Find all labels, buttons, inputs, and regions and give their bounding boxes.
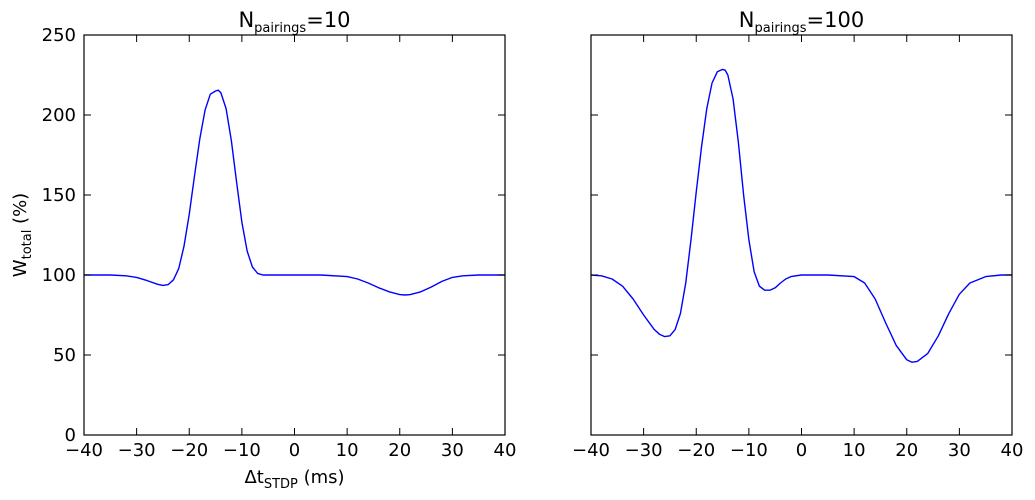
x-axis-label-main: Δt: [244, 467, 263, 488]
series-line-0: [84, 89, 505, 296]
x-tick-label: 40: [1001, 440, 1024, 461]
y-axis-label-subscript: total: [20, 230, 35, 260]
x-tick-label: −30: [625, 440, 663, 461]
axes-frame: [590, 34, 1013, 436]
y-axis-label: Wtotal (%): [10, 193, 35, 277]
x-tick-label: 10: [336, 440, 359, 461]
series-line-0: [591, 68, 1012, 363]
x-tick-label: 30: [948, 440, 971, 461]
axes-frame: [83, 34, 506, 436]
y-axis-label-suffix: (%): [10, 193, 31, 230]
x-tick-label: 0: [289, 440, 300, 461]
x-tick-label: −10: [223, 440, 261, 461]
x-axis-label: ΔtSTDP (ms): [244, 467, 344, 492]
x-tick-label: −20: [677, 440, 715, 461]
y-axis-label-main: W: [10, 259, 31, 277]
x-tick-label: −10: [730, 440, 768, 461]
x-tick-label: −40: [572, 440, 610, 461]
x-tick-label: 20: [895, 440, 918, 461]
x-tick-label: 0: [796, 440, 807, 461]
chart-title-subscript: pairings: [754, 21, 806, 36]
x-tick-label: 20: [388, 440, 411, 461]
y-tick-label: 250: [42, 25, 76, 46]
x-tick-label: −40: [65, 440, 103, 461]
chart-title-main: N: [238, 8, 254, 32]
chart-title-suffix: =100: [807, 8, 865, 32]
x-tick-label: 40: [494, 440, 517, 461]
x-tick-label: −20: [170, 440, 208, 461]
y-tick-label: 100: [42, 265, 76, 286]
chart-title: Npairings=100: [739, 8, 864, 36]
y-tick-label: 50: [53, 345, 76, 366]
y-tick-label: 200: [42, 105, 76, 126]
chart-title-subscript: pairings: [254, 21, 306, 36]
chart-title: Npairings=10: [238, 8, 350, 36]
y-tick-label: 150: [42, 185, 76, 206]
x-axis-label-suffix: (ms): [298, 467, 345, 488]
chart-panel-npairings-100: −40 −30 −20 −10 0 10 20 30 40 Npairings=100: [572, 8, 1023, 461]
chart-panel-npairings-10: −40 −30 −20 −10 0 10 20 30 40 0 50 100 150 200 250 Npai…: [10, 8, 516, 492]
chart-title-main: N: [739, 8, 755, 32]
x-tick-label: −30: [118, 440, 156, 461]
x-tick-label: 30: [441, 440, 464, 461]
chart-title-suffix: =10: [306, 8, 350, 32]
x-tick-label: 10: [843, 440, 866, 461]
y-tick-label: 0: [65, 425, 76, 446]
x-axis-label-subscript: STDP: [264, 477, 298, 492]
